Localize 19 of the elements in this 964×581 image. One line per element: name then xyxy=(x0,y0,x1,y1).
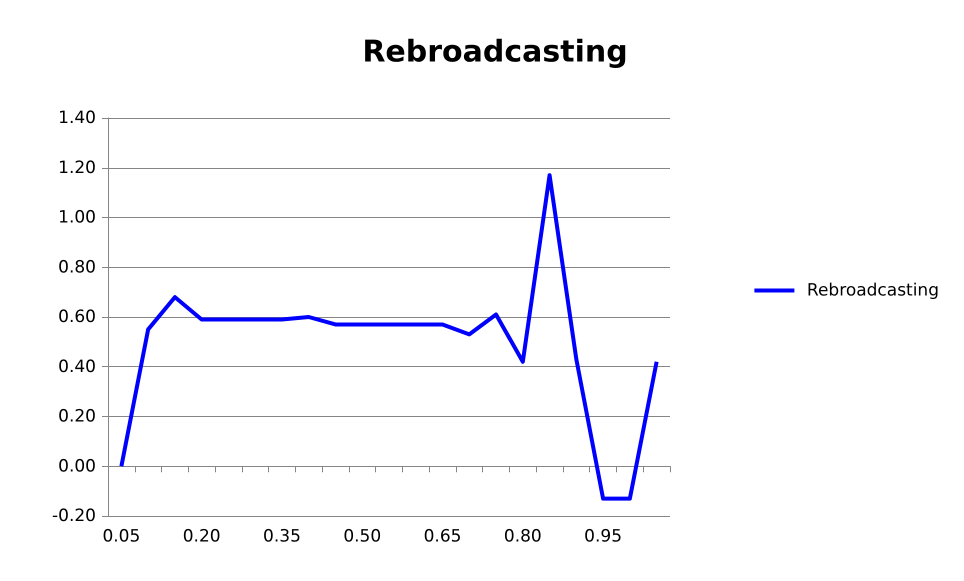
y-tick-label: 0.20 xyxy=(58,406,96,426)
y-tick-label: 0.40 xyxy=(58,356,96,377)
y-tick-label: 0.60 xyxy=(58,307,96,327)
chart-title: Rebroadcasting xyxy=(362,34,628,70)
y-tick-label: 0.80 xyxy=(58,257,96,278)
x-tick-label: 0.35 xyxy=(263,526,301,546)
y-tick-label: 0.00 xyxy=(58,456,96,476)
x-tick-label: 0.50 xyxy=(343,526,382,546)
x-tick-label: 0.95 xyxy=(584,526,622,546)
line-series xyxy=(119,173,659,501)
x-tick-label: 0.80 xyxy=(504,526,542,546)
x-tick-label: 0.20 xyxy=(182,526,221,546)
x-tick-label: 0.65 xyxy=(424,526,462,546)
y-tick-label: 1.40 xyxy=(58,108,96,128)
y-tick-label: 1.20 xyxy=(58,158,96,178)
y-tick-label: 1.00 xyxy=(58,208,96,228)
x-tick-label: 0.05 xyxy=(102,526,140,546)
y-tick-label: -0.20 xyxy=(52,506,96,526)
legend-label: Rebroadcasting xyxy=(806,280,940,300)
